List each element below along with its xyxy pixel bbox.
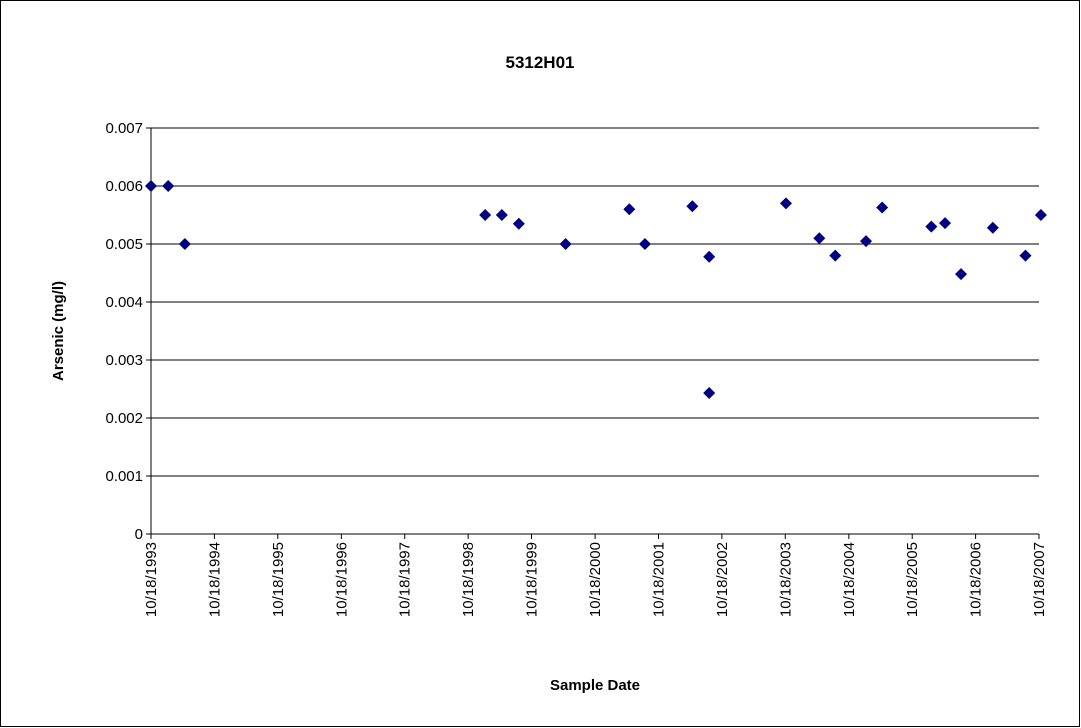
x-tick-label: 10/18/2001: [650, 542, 667, 617]
point: [829, 249, 842, 262]
x-tick-label: 10/18/1993: [143, 542, 160, 617]
x-tick-label: 10/18/1996: [333, 542, 350, 617]
x-tick-label: 10/18/2002: [714, 542, 731, 617]
x-tick-label: 10/18/2006: [968, 542, 985, 617]
point: [145, 180, 157, 192]
point: [703, 250, 716, 263]
point: [479, 209, 492, 221]
y-tick-label: 0.007: [105, 120, 143, 137]
point: [686, 200, 699, 213]
x-axis-label: Sample Date: [550, 677, 640, 694]
point: [512, 217, 525, 230]
point: [1019, 249, 1032, 262]
x-tick-label: 10/18/2000: [587, 542, 604, 617]
point: [178, 238, 191, 250]
point: [955, 268, 968, 281]
point: [703, 387, 716, 400]
x-tick-label: 10/18/2007: [1031, 542, 1048, 617]
y-tick-label: 0: [135, 526, 143, 543]
point: [559, 238, 572, 250]
x-tick-label: 10/18/2003: [777, 542, 794, 617]
point: [638, 238, 651, 250]
point: [1034, 209, 1047, 221]
point: [495, 209, 508, 221]
y-tick-label: 0.003: [105, 352, 143, 369]
x-tick-label: 10/18/1998: [460, 542, 477, 617]
point: [986, 221, 999, 234]
point: [860, 235, 873, 248]
point: [162, 180, 175, 192]
x-tick-label: 10/18/1999: [524, 542, 541, 617]
y-axis-label: Arsenic (mg/l): [50, 281, 67, 381]
y-tick-label: 0.006: [105, 178, 143, 195]
chart-title: 5312H01: [505, 53, 574, 72]
x-tick-label: 10/18/1995: [270, 542, 287, 617]
point: [623, 203, 636, 216]
y-tick-label: 0.001: [105, 468, 143, 485]
point: [925, 220, 938, 233]
y-tick-label: 0.005: [105, 236, 143, 253]
x-tick-label: 10/18/2005: [904, 542, 921, 617]
x-tick-label: 10/18/1994: [206, 542, 223, 617]
point: [939, 217, 952, 230]
x-tick-label: 10/18/2004: [841, 542, 858, 617]
point: [876, 201, 889, 214]
y-tick-label: 0.004: [105, 294, 143, 311]
y-tick-label: 0.002: [105, 410, 143, 427]
point: [813, 232, 826, 245]
point: [779, 197, 792, 210]
x-tick-label: 10/18/1997: [397, 542, 414, 617]
